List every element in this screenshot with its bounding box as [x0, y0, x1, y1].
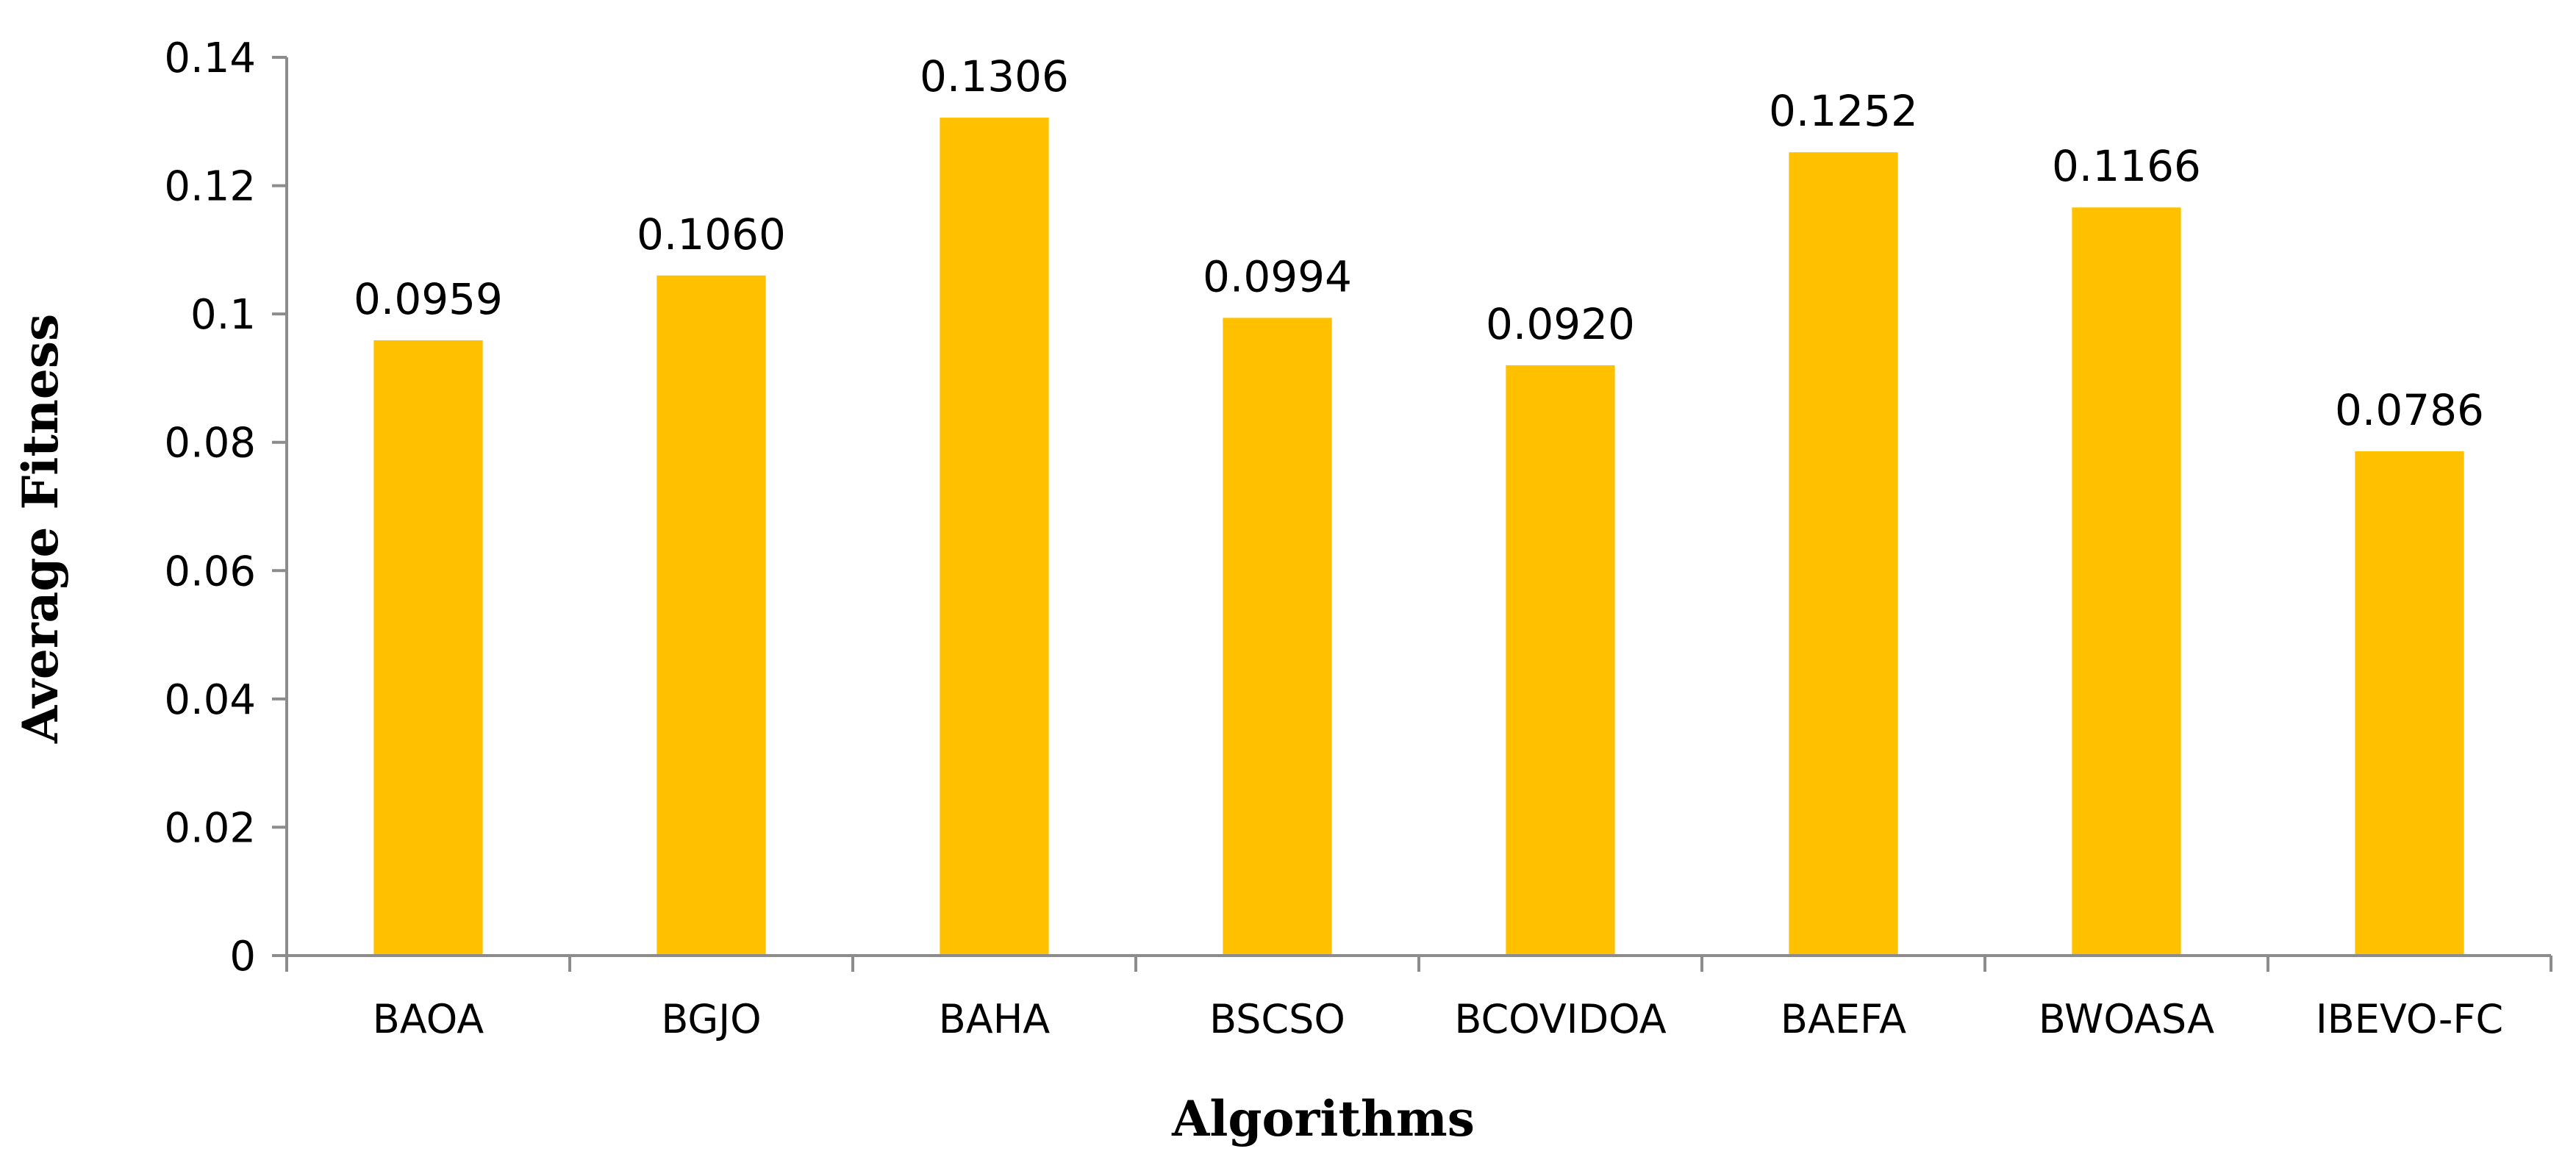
y-tick-label: 0	[229, 933, 256, 981]
y-tick-label: 0.08	[164, 420, 256, 467]
data-label: 0.0959	[354, 274, 503, 324]
x-category-label: IBEVO-FC	[2316, 996, 2503, 1042]
y-tick-label: 0.06	[164, 548, 256, 595]
x-category-label: BWOASA	[2039, 996, 2214, 1042]
bar-bwoasa	[2072, 207, 2181, 956]
x-category-label: BCOVIDOA	[1454, 996, 1666, 1042]
bar-baha	[940, 118, 1049, 956]
data-label: 0.1060	[637, 209, 786, 259]
x-category-label: BGJO	[661, 996, 761, 1042]
y-tick-label: 0.1	[190, 291, 256, 339]
data-label: 0.0994	[1203, 251, 1352, 301]
x-axis-title: Algorithms	[1171, 1090, 1475, 1147]
data-label: 0.0920	[1486, 299, 1635, 349]
y-tick-label: 0.02	[164, 804, 256, 852]
category-labels-group: BAOA BGJO BAHA BSCSO BCOVIDOA BAEFA BWOASA IBEV…	[373, 996, 2503, 1042]
y-axis-ticks: 0 0.02 0.04 0.06 0.08 0.1 0.12 0.14	[164, 35, 287, 981]
x-category-label: BAOA	[373, 996, 484, 1042]
data-label: 0.1166	[2052, 141, 2201, 191]
x-category-label: BSCSO	[1209, 996, 1345, 1042]
bar-ibevo-fc	[2355, 451, 2464, 956]
bar-bscso	[1223, 318, 1332, 956]
bar-baefa	[1789, 152, 1898, 956]
bars-group	[373, 118, 2464, 956]
y-axis-title: Average Fitness	[12, 314, 69, 744]
y-tick-label: 0.04	[164, 676, 256, 724]
data-label: 0.1306	[920, 51, 1069, 101]
y-tick-label: 0.14	[164, 35, 256, 82]
y-tick-label: 0.12	[164, 163, 256, 211]
bar-baoa	[373, 340, 483, 956]
data-labels-group: 0.0959 0.1060 0.1306 0.0994 0.0920 0.1252 0.11…	[354, 51, 2484, 435]
data-label: 0.1252	[1769, 86, 1918, 136]
data-label: 0.0786	[2335, 385, 2484, 435]
x-category-label: BAEFA	[1781, 996, 1906, 1042]
bar-bgjo	[656, 275, 766, 956]
x-axis-ticks	[285, 956, 2552, 972]
bar-bcovidoa	[1506, 365, 1615, 956]
x-category-label: BAHA	[939, 996, 1051, 1042]
